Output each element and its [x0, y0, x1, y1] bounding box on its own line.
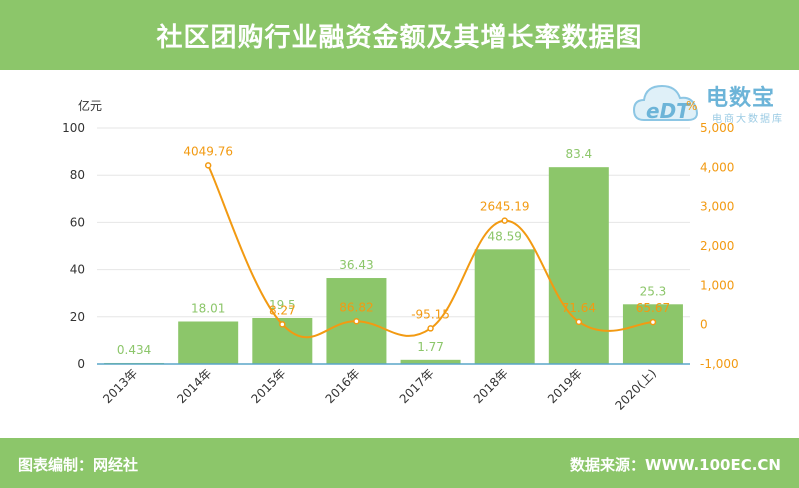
bar — [622, 304, 683, 364]
footer-credit: 图表编制：网经社 — [18, 456, 139, 474]
footer-bar: 图表编制：网经社 数据来源：WWW.100EC.CN — [0, 438, 799, 488]
category-label: 2020(上) — [612, 366, 659, 413]
left-tick-label: 20 — [70, 310, 85, 324]
category-label: 2016年 — [323, 366, 363, 406]
line-data-label: 86.82 — [339, 300, 373, 314]
category-label: 2017年 — [397, 366, 437, 406]
bar-data-label: 36.43 — [339, 258, 373, 272]
bar — [548, 167, 609, 364]
right-tick-label: 3,000 — [700, 200, 734, 214]
bar-data-label: 18.01 — [191, 301, 225, 315]
header-bar: 社区团购行业融资金额及其增长率数据图 — [0, 0, 799, 70]
line-point — [353, 318, 360, 325]
bar-data-label: 0.434 — [117, 343, 151, 357]
logo-mark: eDT — [646, 99, 691, 123]
bar-data-label: 83.4 — [565, 147, 592, 161]
line-data-label: 4049.76 — [183, 144, 233, 158]
category-label: 2013年 — [100, 366, 140, 406]
left-tick-label: 0 — [77, 357, 85, 371]
line-data-label: 71.64 — [562, 301, 596, 315]
logo: eDT 电数宝 电商大数据库 — [630, 74, 790, 134]
logo-brand: 电数宝 — [706, 86, 776, 111]
right-tick-label: 4,000 — [700, 160, 734, 174]
category-label: 2019年 — [545, 366, 585, 406]
right-tick-label: 1,000 — [700, 278, 734, 292]
right-tick-label: -1,000 — [700, 357, 739, 371]
bar-data-label: 48.59 — [488, 229, 522, 243]
line-point — [204, 162, 212, 169]
line-data-label: -95.15 — [411, 307, 450, 321]
line-point — [427, 325, 434, 332]
logo-subtitle: 电商大数据库 — [712, 114, 784, 125]
category-label: 2015年 — [248, 366, 288, 406]
left-tick-label: 100 — [62, 121, 85, 135]
cloud-logo-icon: eDT — [632, 84, 698, 123]
bar — [474, 249, 535, 364]
category-label: 2018年 — [471, 366, 511, 406]
left-tick-label: 40 — [70, 263, 85, 277]
category-label: 2014年 — [174, 366, 214, 406]
line-point — [279, 321, 286, 328]
line-data-label: 2645.19 — [480, 200, 530, 214]
right-tick-label: 5,000 — [700, 121, 734, 135]
chart-title: 社区团购行业融资金额及其增长率数据图 — [156, 22, 643, 53]
left-tick-label: 80 — [70, 168, 85, 182]
bar-data-label: 19.5 — [269, 298, 296, 312]
left-tick-label: 60 — [70, 215, 85, 229]
bar — [400, 359, 461, 364]
bar — [178, 321, 239, 364]
line-point — [575, 318, 583, 326]
line-data-label: 8.27 — [269, 303, 296, 317]
line-point — [501, 217, 508, 224]
right-axis-unit: % — [686, 99, 697, 113]
bar-data-label: 25.3 — [640, 284, 667, 298]
footer-source: 数据来源：WWW.100EC.CN — [570, 456, 781, 474]
right-tick-label: 0 — [700, 318, 708, 332]
line-data-label: 65.67 — [636, 301, 670, 315]
left-axis-unit: 亿元 — [78, 98, 102, 113]
line-point — [649, 318, 657, 326]
right-tick-label: 2,000 — [700, 239, 734, 253]
bar-data-label: 1.77 — [417, 340, 444, 354]
